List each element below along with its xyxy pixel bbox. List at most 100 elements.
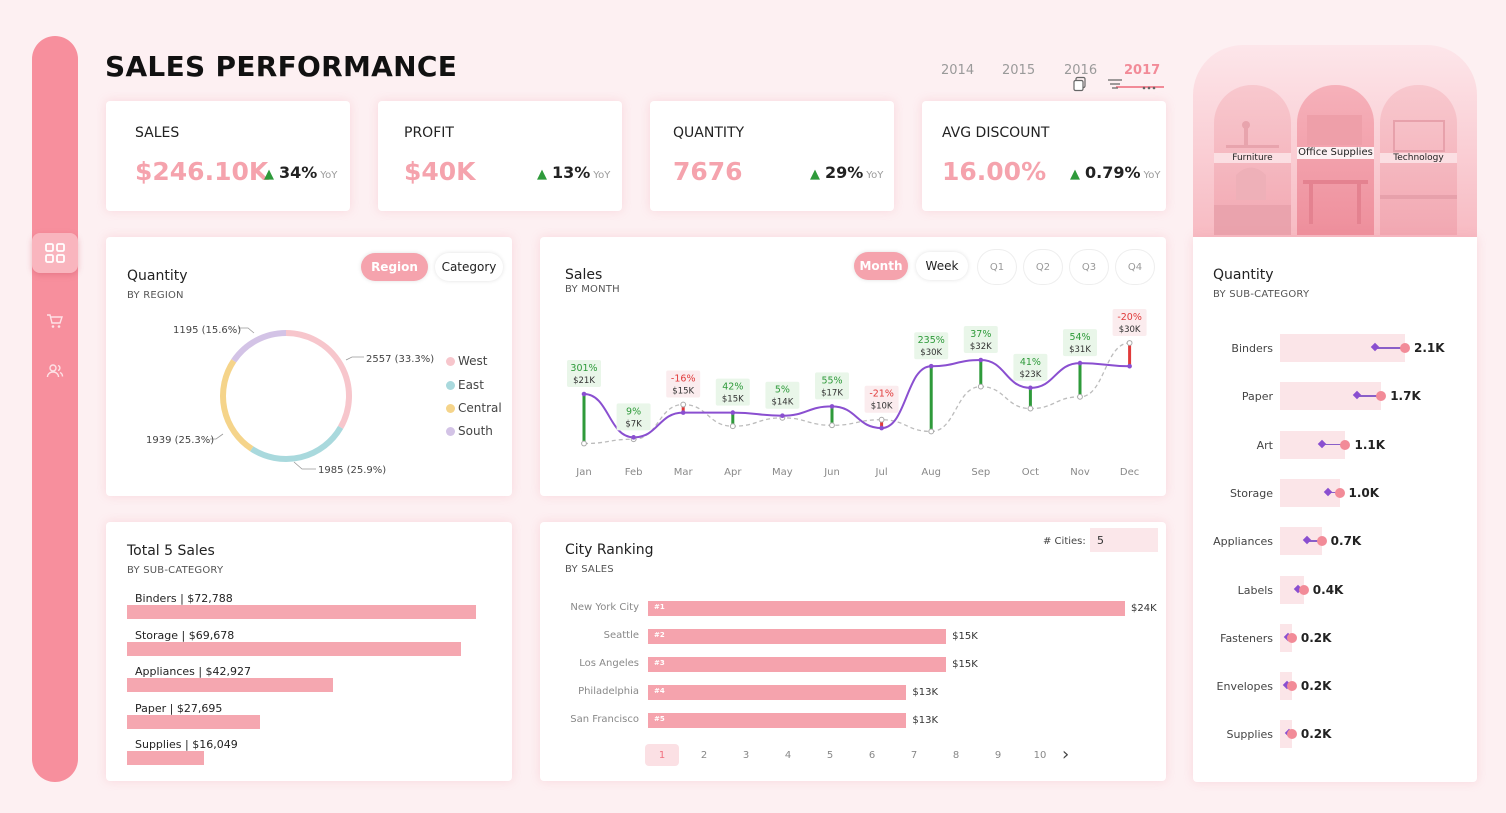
x-tick-label: Feb [625,467,643,478]
city-bar[interactable]: #2 [648,629,947,644]
legend-west[interactable]: West [446,354,488,368]
quarter-q4[interactable]: Q4 [1116,250,1154,284]
toggle-region[interactable]: Region [361,253,428,281]
region-card: Quantity BY REGION Region Category 2557 … [106,237,512,496]
bar-supplies[interactable] [127,751,205,765]
subcat-value: 2.1K [1414,341,1445,355]
category-label: Furniture [1214,153,1291,163]
year-2015[interactable]: 2015 [1002,63,1036,78]
quarter-q3[interactable]: Q3 [1070,250,1108,284]
donut-slice-south[interactable] [231,330,287,363]
sales-point[interactable] [1028,385,1033,391]
subcat-label: Binders [1231,342,1273,355]
toggle-category[interactable]: Category [435,253,503,281]
point-value-label: $30K [1119,325,1141,335]
prev-point [928,428,935,435]
donut-slice-west[interactable] [285,330,352,429]
page-1[interactable]: 1 [658,750,666,761]
year-2017[interactable]: 2017 [1124,63,1161,78]
sales-point[interactable] [581,391,587,397]
city-bar[interactable]: #3 [648,657,947,672]
donut-slice-central[interactable] [220,359,254,452]
copy-icon[interactable] [1072,76,1088,92]
donut-slice-east[interactable] [250,425,344,462]
bar-appliances[interactable] [127,678,334,692]
sales-point[interactable] [928,363,934,369]
yoy-badge [666,370,701,398]
sales-point[interactable] [879,425,884,431]
prev-point [878,416,885,423]
legend-east[interactable]: East [446,378,484,392]
page-10[interactable]: 10 [1033,750,1047,761]
category-label: Office Supplies [1297,147,1374,159]
page-8[interactable]: 8 [952,750,960,761]
current-marker [1376,391,1387,402]
more-options-icon[interactable] [1141,78,1157,90]
sales-point[interactable] [978,357,984,363]
donut-label-east: 1985 (25.9%) [318,465,386,476]
category-tile-office-supplies[interactable]: Office Supplies [1297,85,1374,235]
prev-point [729,423,736,430]
page-7[interactable]: 7 [910,750,918,761]
page-9[interactable]: 9 [994,750,1002,761]
cities-count-input[interactable]: 5 [1090,528,1158,552]
city-label: San Francisco [570,714,639,725]
x-tick-label: Nov [1070,467,1090,478]
kpi-delta: ▲ 34% YoY [264,163,338,182]
bar-paper[interactable] [127,714,260,729]
card-subtitle: BY SUB-CATEGORY [1213,289,1310,300]
dashboard-icon[interactable] [32,233,78,273]
subcat-value: 0.4K [1312,582,1344,597]
page-3[interactable]: 3 [742,750,750,761]
bar-storage[interactable] [127,641,462,656]
bar-binders[interactable] [127,605,477,619]
point-value-label: $17K [821,388,843,398]
x-tick-label: Jan [575,467,591,478]
quarter-q2[interactable]: Q2 [1024,250,1062,284]
sales-point[interactable] [631,435,636,440]
card-title: Quantity [1213,267,1274,283]
sales-point[interactable] [730,410,736,415]
category-tile-furniture[interactable]: Furniture [1214,85,1291,235]
donut-label-west: 2557 (33.3%) [366,354,434,365]
users-icon[interactable] [32,351,78,391]
yoy-badge [1112,308,1147,336]
toggle-month[interactable]: Month [854,252,908,280]
filter-icon[interactable] [1107,76,1123,90]
city-bar[interactable]: #5 [648,713,907,728]
sales-point[interactable] [680,410,686,415]
legend-south[interactable]: South [446,424,493,438]
subcat-value: 1.1K [1354,437,1386,452]
cart-icon[interactable] [32,301,78,341]
page-4[interactable]: 4 [784,750,792,761]
city-bar[interactable]: #4 [648,685,907,700]
category-tile-technology[interactable]: Technology [1380,85,1457,235]
point-value-label: $14K [771,398,793,408]
page-5[interactable]: 5 [826,750,834,761]
page-2[interactable]: 2 [700,750,708,761]
subcat-bar[interactable] [1280,575,1304,604]
sales-point[interactable] [780,413,785,418]
year-2016[interactable]: 2016 [1064,63,1098,78]
sales-point[interactable] [1077,360,1083,366]
legend-dot [446,380,455,390]
current-marker [1316,536,1327,547]
card-title: Quantity [127,268,188,284]
yoy-badge [815,372,849,400]
yoy-badge [567,360,601,388]
city-label: Los Angeles [579,658,639,669]
legend-central[interactable]: Central [446,401,502,415]
current-marker [1298,584,1309,595]
kpi-quantity-card: QUANTITY 7676 ▲ 29% YoY [650,101,894,211]
year-2014[interactable]: 2014 [941,63,975,78]
city-bar[interactable]: #1 [648,601,1125,616]
next-page-icon[interactable]: › [1062,744,1070,765]
subcat-label: Envelopes [1216,680,1273,694]
up-arrow-icon: ▲ [810,167,820,182]
page-6[interactable]: 6 [868,750,876,761]
sales-point[interactable] [829,404,835,409]
sales-point[interactable] [1127,363,1132,369]
subcat-label: Paper [1241,390,1273,404]
quarter-q1[interactable]: Q1 [978,250,1016,284]
toggle-week[interactable]: Week [916,252,968,280]
